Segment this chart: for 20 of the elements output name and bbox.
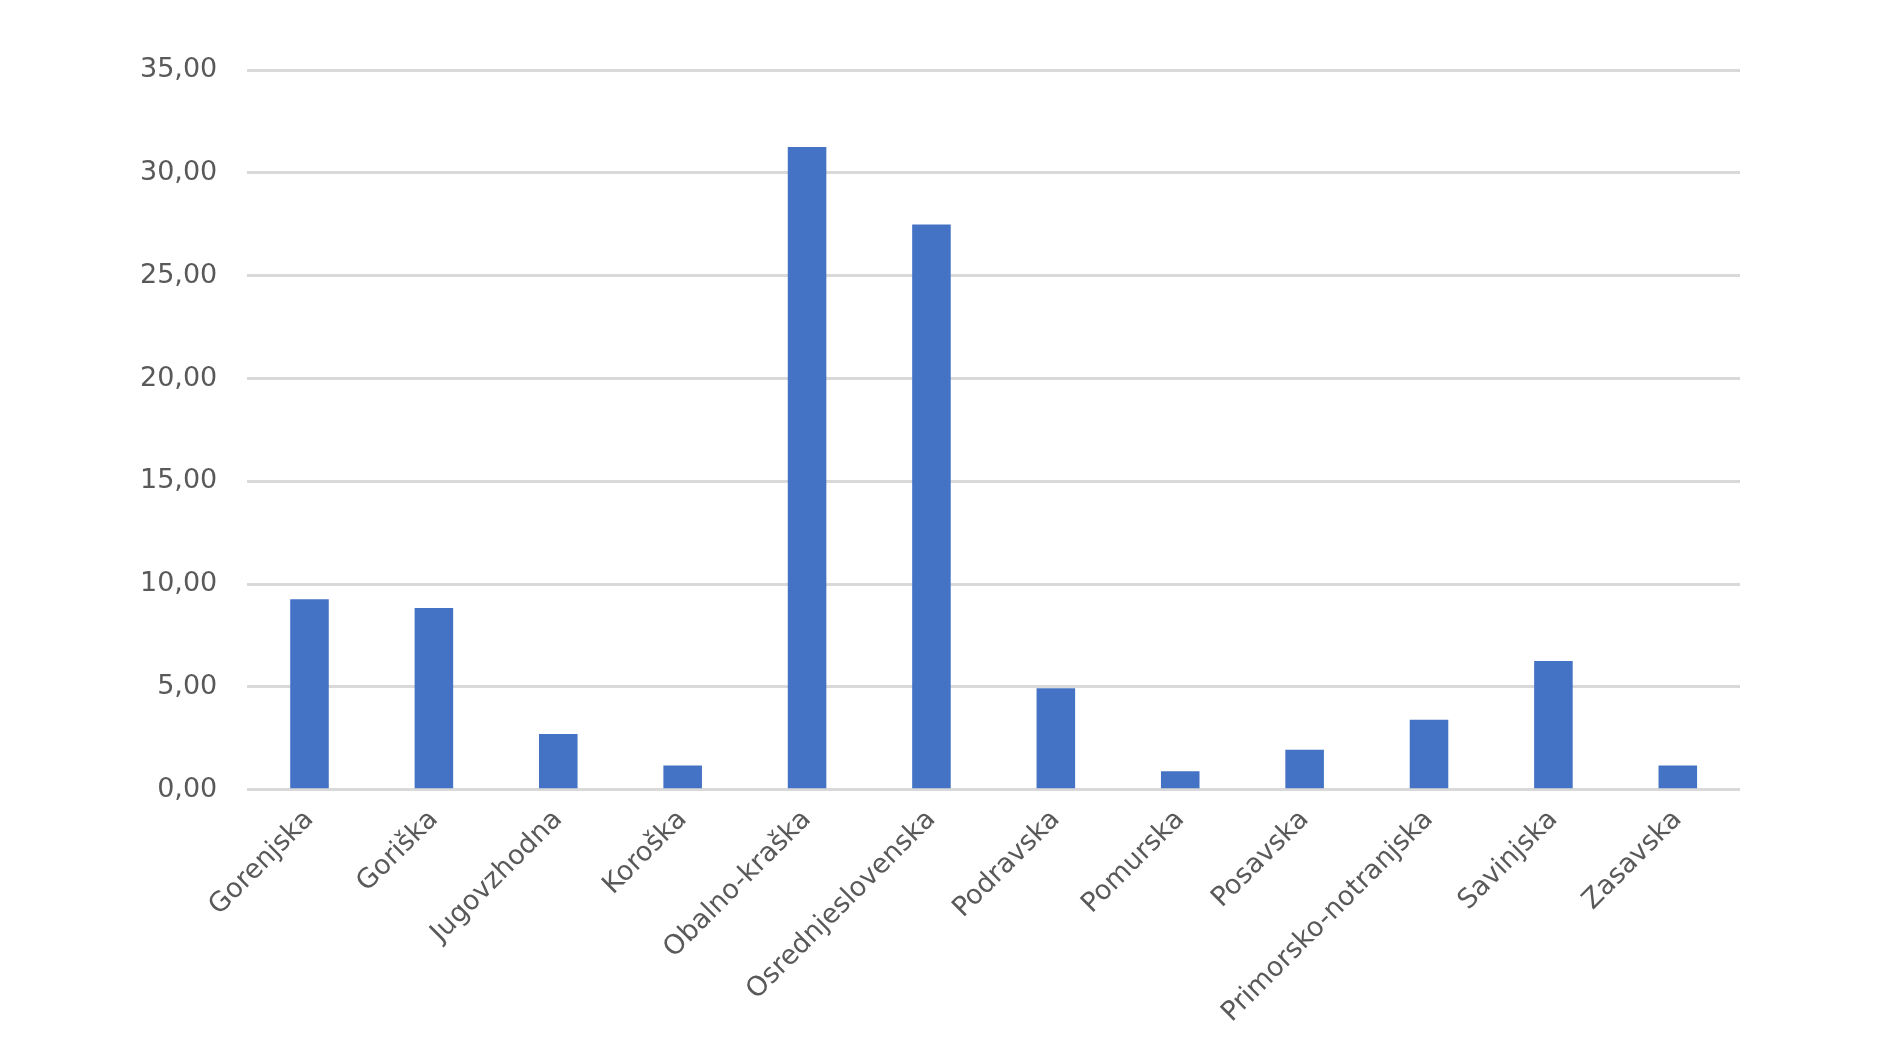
- y-tick-label: 10,00: [140, 566, 218, 598]
- bar: [787, 147, 827, 789]
- bar: [663, 765, 702, 789]
- bar: [1285, 749, 1324, 789]
- bar: [290, 599, 329, 789]
- y-tick-label: 15,00: [140, 463, 218, 495]
- bar: [1534, 661, 1573, 789]
- bar: [1160, 771, 1200, 789]
- bar: [912, 224, 951, 789]
- y-tick-label: 35,00: [140, 52, 218, 84]
- y-tick-label: 25,00: [140, 257, 218, 289]
- y-tick-label: 5,00: [157, 668, 218, 700]
- bar: [1658, 765, 1698, 789]
- y-tick-label: 20,00: [140, 360, 218, 392]
- bar: [539, 734, 578, 789]
- bar: [1036, 688, 1076, 789]
- y-tick-label: 0,00: [157, 771, 218, 803]
- bar: [414, 608, 454, 789]
- y-tick-label: 30,00: [140, 154, 218, 186]
- bar: [1409, 719, 1449, 789]
